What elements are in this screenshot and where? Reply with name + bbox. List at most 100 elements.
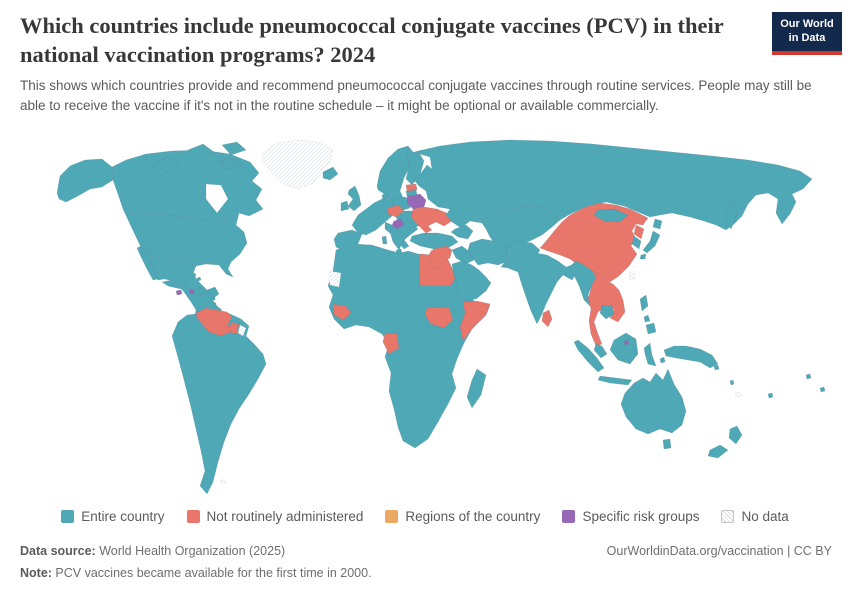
country-estonia[interactable]	[405, 183, 418, 192]
caucasus[interactable]	[450, 224, 474, 240]
country-china[interactable]	[539, 202, 649, 283]
solomon-islands[interactable]	[713, 364, 720, 371]
arctic-island[interactable]	[151, 156, 181, 173]
pacific-island[interactable]	[819, 386, 826, 393]
country-india[interactable]	[517, 252, 579, 325]
legend-item-regions[interactable]: Regions of the country	[385, 509, 540, 524]
country-mexico[interactable]	[137, 240, 223, 315]
map-legend: Entire country Not routinely administered…	[0, 509, 850, 524]
country-iraq[interactable]	[451, 245, 475, 265]
country-cambodia[interactable]	[599, 304, 615, 320]
legend-item-not_routine[interactable]: Not routinely administered	[186, 509, 364, 524]
country-north-korea[interactable]	[633, 224, 645, 240]
footer-attribution[interactable]: OurWorldinData.org/vaccination | CC BY	[606, 544, 832, 558]
legend-swatch-regions	[385, 510, 399, 523]
western-sahara[interactable]	[328, 270, 342, 288]
footer-datasource: Data source: World Health Organization (…	[20, 544, 285, 558]
java[interactable]	[597, 375, 633, 386]
country-russia[interactable]	[413, 139, 813, 231]
new-zealand-north[interactable]	[728, 425, 743, 445]
lesser-antilles[interactable]	[212, 302, 217, 307]
bahamas[interactable]	[196, 276, 202, 282]
country-gabon[interactable]	[382, 332, 400, 355]
japan-hokkaido[interactable]	[652, 218, 663, 230]
country-ukraine[interactable]	[410, 206, 453, 234]
arctic-island[interactable]	[219, 157, 242, 171]
arctic-island[interactable]	[187, 143, 215, 160]
kazakhstan-central-asia[interactable]	[481, 205, 561, 249]
country-bosnia[interactable]	[391, 218, 405, 230]
country-alaska[interactable]	[56, 158, 114, 203]
country-cuba[interactable]	[161, 278, 189, 290]
country-uk[interactable]	[347, 185, 362, 212]
sulawesi[interactable]	[643, 342, 657, 367]
country-syria-jordan[interactable]	[428, 245, 453, 271]
owid-logo[interactable]: Our World in Data	[772, 12, 842, 55]
country-jamaica[interactable]	[175, 289, 183, 296]
borneo[interactable]	[609, 332, 639, 365]
country-mongolia[interactable]	[593, 208, 629, 223]
legend-item-risk[interactable]: Specific risk groups	[562, 509, 699, 524]
country-haiti[interactable]	[188, 288, 195, 295]
country-australia[interactable]	[620, 368, 687, 435]
south-america[interactable]	[171, 308, 267, 495]
philippines-luzon[interactable]	[639, 294, 649, 312]
new-zealand-south[interactable]	[707, 444, 729, 459]
pacific-island[interactable]	[805, 373, 812, 380]
taiwan[interactable]	[628, 270, 636, 281]
legend-swatch-entire	[61, 510, 75, 523]
country-canada[interactable]	[111, 149, 264, 221]
iberia[interactable]	[333, 229, 363, 253]
lesser-antilles[interactable]	[211, 296, 216, 301]
country-puerto-rico[interactable]	[205, 290, 211, 295]
new-guinea[interactable]	[663, 345, 719, 369]
malay-peninsula[interactable]	[593, 343, 608, 359]
japan-kyushu[interactable]	[639, 253, 647, 260]
country-dominican-republic[interactable]	[193, 287, 204, 296]
fiji[interactable]	[767, 392, 774, 399]
sardinia[interactable]	[381, 235, 388, 245]
new-caledonia[interactable]	[734, 391, 743, 398]
sicily[interactable]	[395, 248, 403, 254]
country-madagascar[interactable]	[466, 368, 487, 409]
legend-item-no_data[interactable]: No data	[721, 509, 789, 524]
vanuatu[interactable]	[729, 379, 735, 386]
arabian-peninsula[interactable]	[451, 260, 492, 302]
falkland-islands[interactable]	[220, 479, 227, 484]
bahamas[interactable]	[190, 272, 197, 278]
country-iceland[interactable]	[322, 166, 339, 181]
country-south-korea[interactable]	[631, 235, 642, 250]
country-brunei[interactable]	[623, 339, 630, 346]
country-suriname[interactable]	[228, 321, 240, 335]
country-sri-lanka[interactable]	[541, 309, 553, 328]
country-greenland[interactable]	[261, 139, 334, 190]
country-somalia[interactable]	[459, 300, 491, 342]
country-turkey[interactable]	[409, 232, 459, 250]
footer-note: Note: PCV vaccines became available for …	[20, 566, 832, 580]
country-ireland[interactable]	[340, 200, 350, 212]
moluccas[interactable]	[659, 356, 666, 364]
legend-label-not_routine: Not routinely administered	[206, 509, 364, 524]
philippines-visayas[interactable]	[643, 314, 651, 323]
japan-honshu[interactable]	[642, 230, 661, 254]
sakhalin[interactable]	[724, 201, 738, 230]
arctic-island[interactable]	[221, 141, 247, 156]
country-iran[interactable]	[467, 238, 513, 266]
philippines-mindanao[interactable]	[645, 322, 657, 335]
country-venezuela[interactable]	[195, 307, 233, 337]
thailand-laos-vietnam[interactable]	[587, 270, 626, 347]
french-guiana[interactable]	[237, 324, 247, 337]
sumatra[interactable]	[573, 339, 605, 373]
legend-label-no_data: No data	[741, 509, 789, 524]
country-austria-czechia[interactable]	[387, 204, 405, 218]
legend-swatch-no_data	[721, 510, 735, 523]
legend-item-entire[interactable]: Entire country	[61, 509, 165, 524]
country-guinea[interactable]	[332, 303, 352, 321]
tasmania[interactable]	[662, 438, 672, 450]
baja-california[interactable]	[136, 245, 159, 281]
note-label: Note:	[20, 566, 52, 580]
logo-line1: Our World	[780, 18, 834, 30]
country-south-sudan[interactable]	[424, 306, 454, 329]
legend-label-risk: Specific risk groups	[582, 509, 700, 524]
